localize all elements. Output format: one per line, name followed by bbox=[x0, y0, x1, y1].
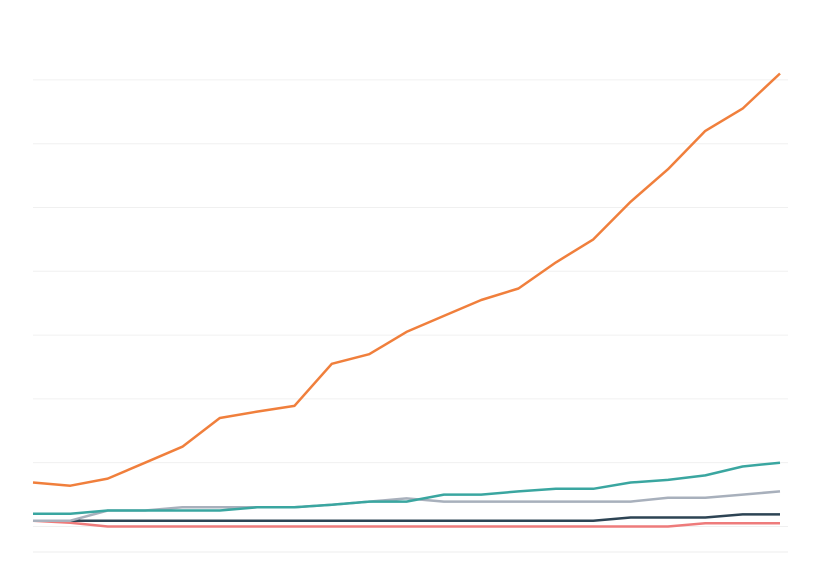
series-line bbox=[33, 461, 781, 515]
series-line bbox=[32, 72, 781, 487]
series-line bbox=[32, 519, 780, 528]
series-line bbox=[33, 513, 780, 522]
